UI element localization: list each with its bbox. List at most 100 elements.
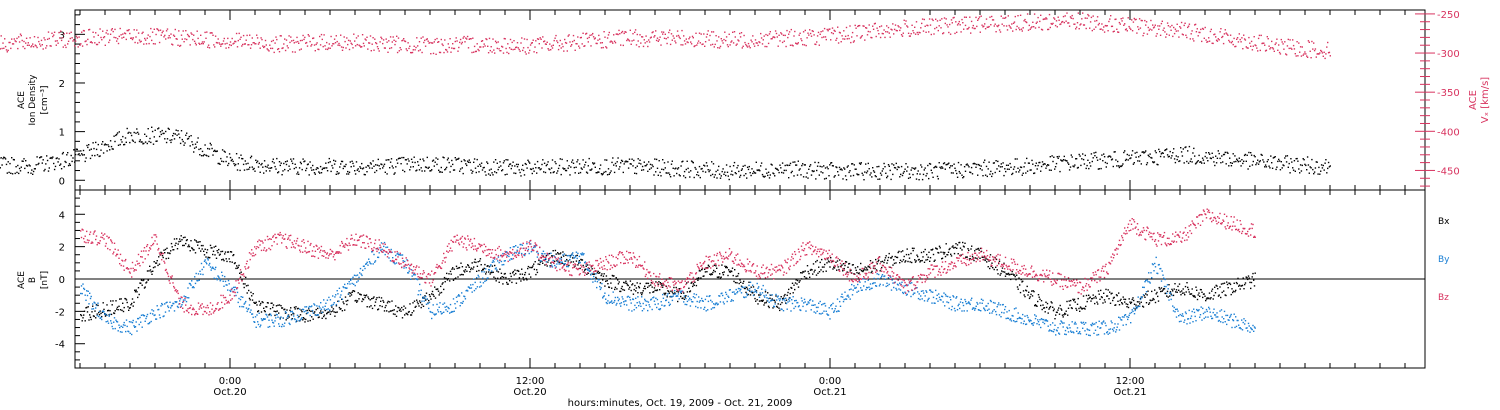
bx-point xyxy=(635,290,637,292)
bx-point xyxy=(884,259,886,261)
ion-density-point xyxy=(557,167,560,170)
ion-density-point xyxy=(307,163,309,165)
vx-point xyxy=(1313,49,1316,52)
bx-point xyxy=(504,272,506,275)
vx-point xyxy=(1054,24,1057,27)
ion-density-point xyxy=(681,161,683,163)
ion-density-point xyxy=(288,165,290,167)
bx-point xyxy=(465,266,467,268)
vx-point xyxy=(33,36,36,38)
bx-point xyxy=(677,300,679,303)
ion-density-point xyxy=(319,172,321,174)
ion-density-point xyxy=(186,138,189,140)
vx-point xyxy=(445,49,448,51)
bx-point xyxy=(86,311,89,313)
bx-point xyxy=(230,251,233,253)
bx-point xyxy=(656,289,659,291)
ion-density-point xyxy=(795,164,798,166)
vx-point xyxy=(134,41,136,44)
vx-point xyxy=(45,47,47,49)
ion-density-point xyxy=(544,171,547,174)
ion-density-point xyxy=(340,160,343,163)
vx-point xyxy=(1253,36,1255,38)
ion-density-point xyxy=(988,161,990,163)
bx-point xyxy=(238,264,240,267)
vx-point xyxy=(1236,38,1238,40)
bottom-left-tick-label: -4 xyxy=(55,340,65,351)
vx-point xyxy=(270,40,273,43)
bx-point xyxy=(311,316,313,318)
ion-density-point xyxy=(176,134,178,136)
ion-density-point xyxy=(614,162,617,165)
bx-point xyxy=(591,268,593,270)
vx-point xyxy=(822,30,824,32)
ion-density-point xyxy=(294,163,296,165)
bx-point xyxy=(354,300,356,302)
vx-point xyxy=(394,43,396,46)
vx-point xyxy=(924,25,926,27)
ion-density-point xyxy=(913,167,915,170)
vx-point xyxy=(398,50,400,52)
vx-point xyxy=(114,28,116,31)
ion-density-point xyxy=(872,167,874,169)
ion-density-point xyxy=(424,166,427,168)
ion-density-point xyxy=(251,166,253,168)
ion-density-point xyxy=(589,169,591,171)
vx-point xyxy=(113,36,115,39)
vx-point xyxy=(1096,19,1098,22)
ion-density-point xyxy=(327,161,330,164)
bx-point xyxy=(210,247,212,249)
vx-point xyxy=(648,39,650,41)
ion-density-point xyxy=(621,160,624,162)
bx-point xyxy=(651,286,653,288)
bx-point xyxy=(115,300,117,302)
ion-density-point xyxy=(419,158,421,161)
vx-point xyxy=(837,26,839,28)
ion-density-point xyxy=(245,163,247,165)
ion-density-point xyxy=(1016,158,1018,160)
top-panel-series xyxy=(0,12,1331,181)
ion-density-point xyxy=(298,167,301,169)
bx-point xyxy=(471,262,473,264)
ion-density-point xyxy=(778,171,780,174)
vx-point xyxy=(197,37,199,40)
ion-density-point xyxy=(737,164,739,167)
ion-density-point xyxy=(1126,153,1128,156)
bx-point xyxy=(129,307,131,309)
ion-density-point xyxy=(226,156,228,158)
bx-point xyxy=(179,238,181,240)
vx-point xyxy=(403,38,405,40)
bx-point xyxy=(610,282,612,284)
ion-density-point xyxy=(228,153,231,155)
ion-density-point xyxy=(91,154,93,157)
vx-point xyxy=(916,31,918,34)
vx-point xyxy=(1110,15,1112,17)
ion-density-point xyxy=(29,165,31,167)
ion-density-point xyxy=(1271,167,1274,169)
ion-density-point xyxy=(425,166,428,169)
bx-point xyxy=(178,240,180,243)
vx-point xyxy=(1090,16,1093,19)
vx-point xyxy=(1273,50,1275,52)
vx-point xyxy=(509,38,512,41)
vx-point xyxy=(616,33,618,35)
ion-density-point xyxy=(750,174,752,177)
ion-density-point xyxy=(733,161,736,164)
bx-point xyxy=(464,269,467,271)
ion-density-point xyxy=(357,168,359,170)
ion-density-point xyxy=(1009,162,1011,165)
vx-point xyxy=(261,38,263,41)
bx-point xyxy=(158,256,160,258)
vx-point xyxy=(185,30,187,32)
bx-point xyxy=(713,269,715,272)
vx-point xyxy=(74,45,76,47)
ion-density-point xyxy=(1003,174,1005,177)
vx-point xyxy=(977,19,979,21)
bx-point xyxy=(192,249,194,251)
ion-density-point xyxy=(1077,166,1079,169)
bx-point xyxy=(483,267,485,270)
vx-point xyxy=(763,35,765,37)
vx-point xyxy=(333,38,336,40)
bx-point xyxy=(256,304,258,306)
vx-point xyxy=(1328,51,1331,54)
